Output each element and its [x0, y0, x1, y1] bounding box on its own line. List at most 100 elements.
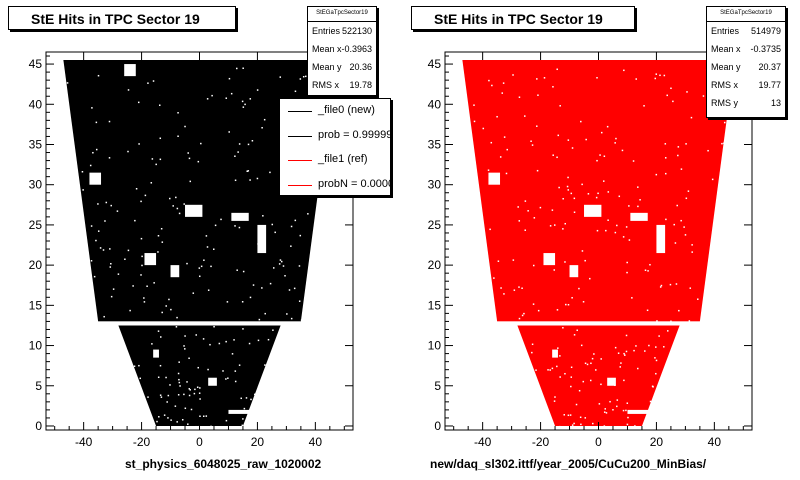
x-tick-label: 0 [196, 435, 203, 449]
stats-name: StEGaTpcSector19 [308, 7, 376, 22]
legend-item-ref: _file1 (ref) [280, 148, 390, 173]
speckle [646, 309, 649, 312]
dead-pad-gap [569, 265, 579, 278]
legend-item-probn: probN = 0.000000 [280, 173, 390, 196]
speckle [249, 296, 252, 299]
y-tick-label: 10 [29, 339, 43, 353]
speckle [177, 372, 180, 375]
speckle [566, 185, 569, 188]
chart-title: StE Hits in TPC Sector 19 [411, 6, 635, 30]
speckle [664, 157, 667, 159]
speckle [685, 197, 688, 200]
speckle [280, 260, 283, 263]
speckle [176, 421, 178, 423]
stats-name: StEGaTpcSector19 [707, 7, 785, 22]
speckle [664, 143, 667, 145]
speckle [649, 400, 652, 403]
speckle [225, 97, 228, 99]
speckle [210, 265, 212, 268]
speckle [170, 419, 172, 421]
speckle [161, 241, 164, 243]
speckle [559, 376, 561, 378]
speckle [272, 329, 274, 331]
dead-pad-gap [124, 64, 136, 77]
speckle [183, 393, 185, 396]
speckle [213, 325, 215, 328]
speckle [518, 286, 520, 288]
speckle [654, 357, 656, 359]
speckle [621, 149, 624, 152]
stats-row-entries: Entries 522130 [312, 26, 372, 36]
speckle [626, 423, 629, 426]
speckle [554, 396, 556, 398]
stats-row-rms-x: RMS x 19.78 [312, 80, 372, 90]
speckle [687, 190, 690, 192]
speckle [241, 301, 244, 303]
speckle [147, 396, 149, 398]
speckle [102, 249, 105, 251]
speckle [134, 219, 136, 222]
speckle [234, 179, 237, 182]
speckle [652, 386, 654, 388]
speckle [532, 303, 535, 305]
x-tick-label: -40 [474, 435, 492, 449]
speckle [637, 367, 639, 370]
dead-pad-gap [488, 172, 501, 185]
speckle [571, 297, 573, 299]
speckle [680, 168, 683, 170]
speckle [91, 107, 93, 109]
speckle [293, 287, 296, 290]
speckle [531, 351, 533, 354]
speckle [655, 359, 658, 362]
speckle [234, 370, 237, 372]
left-chart-panel: -40 -20 0 20 40 0 5 10 15 20 25 30 35 40 45 StE Hits i… [8, 6, 391, 471]
speckle [616, 224, 618, 227]
speckle [99, 247, 102, 249]
speckle [228, 131, 230, 133]
speckle [496, 115, 498, 118]
speckle [97, 203, 99, 205]
right-chart-panel: -40 -20 0 20 40 0 5 10 15 20 25 30 35 40 45 StE Hits i… [400, 0, 800, 480]
speckle [533, 217, 536, 219]
speckle [573, 422, 575, 425]
speckle [584, 362, 587, 365]
speckle [206, 98, 209, 100]
speckle [637, 186, 639, 188]
speckle [176, 316, 178, 319]
speckle [247, 143, 250, 146]
speckle [199, 387, 201, 389]
speckle [172, 205, 174, 207]
speckle [530, 140, 532, 142]
legend-line [288, 135, 312, 137]
speckle [553, 400, 556, 402]
speckle [625, 334, 628, 337]
speckle [157, 330, 160, 332]
speckle [606, 125, 609, 128]
speckle [288, 289, 291, 291]
speckle [206, 246, 209, 248]
speckle [635, 345, 637, 347]
speckle [153, 282, 155, 284]
speckle [109, 266, 112, 268]
speckle [527, 210, 529, 212]
speckle [186, 381, 188, 383]
speckle [686, 91, 688, 93]
speckle [632, 160, 635, 162]
speckle [552, 154, 554, 156]
speckle [570, 366, 573, 369]
speckle [132, 285, 134, 287]
speckle [261, 127, 263, 129]
speckle [166, 401, 168, 403]
speckle [655, 372, 657, 375]
speckle [97, 74, 100, 77]
speckle [127, 249, 130, 252]
speckle [290, 225, 293, 228]
stats-row-rms-y: RMS y 13 [711, 98, 781, 108]
speckle [89, 164, 92, 167]
speckle [147, 82, 149, 84]
speckle [670, 87, 672, 90]
speckle [82, 189, 84, 191]
speckle [571, 424, 574, 426]
speckle [655, 346, 657, 348]
speckle [581, 183, 583, 186]
